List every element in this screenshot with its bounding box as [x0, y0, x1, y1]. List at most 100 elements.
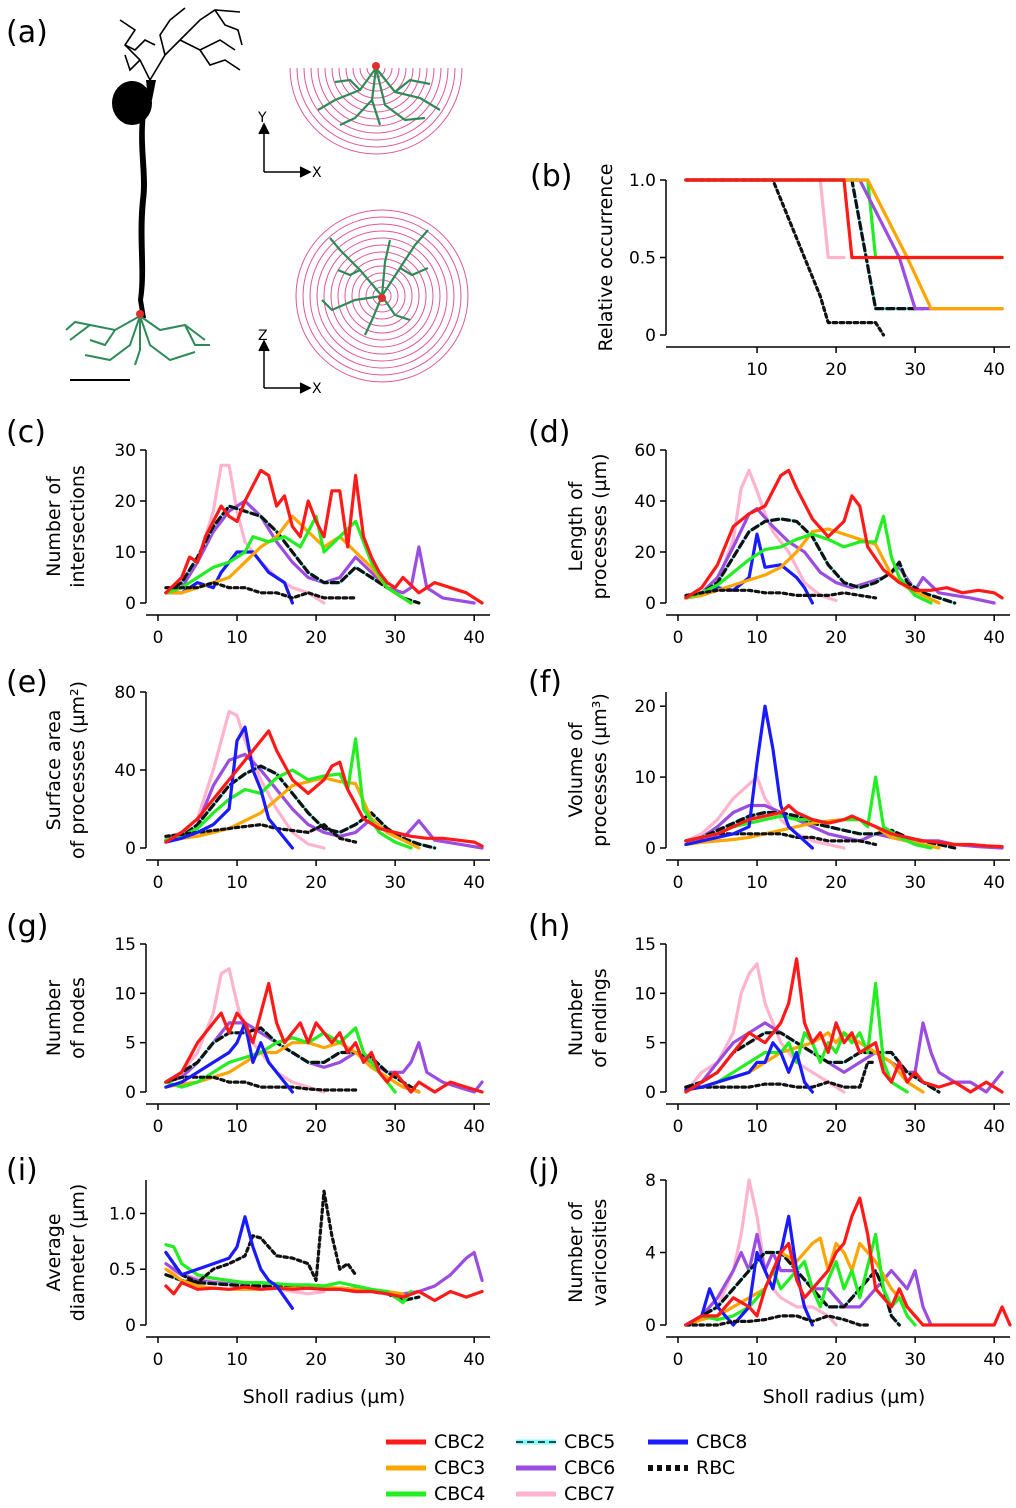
x-tick-label: 0 — [673, 628, 684, 648]
y-axis-label-line: Average — [43, 1213, 65, 1291]
axes-e: 0 10 20 30 40 0 40 80 — [114, 683, 490, 893]
x-tick-label: 10 — [746, 873, 768, 893]
series-cbc3 — [164, 776, 421, 850]
panel-label-i: (i) — [6, 1153, 38, 1188]
legend-label: CBC2 — [434, 1431, 485, 1453]
panel-label-e: (e) — [6, 665, 48, 700]
legend-item-cbc8: CBC8 — [648, 1431, 747, 1453]
axes-g: 0 10 20 30 40 0 5 10 15 — [114, 935, 490, 1137]
series-cbc2 — [684, 178, 1004, 260]
axes-j: 0 10 20 30 40 0 4 8 — [645, 1171, 1010, 1370]
y-axis-label: Length of processes (µm) — [565, 453, 611, 599]
panel-j: (j) 0 10 20 30 40 0 4 8 Number of varicosities Shol… — [528, 1153, 1012, 1408]
x-tick-label: 10 — [746, 628, 768, 648]
axes-d: 0 10 20 30 40 0 20 40 60 — [634, 441, 1010, 648]
series-rbc — [684, 588, 878, 600]
x-tick-label: 40 — [983, 360, 1005, 380]
neuron-soma-axon — [112, 80, 156, 318]
panel-a: (a) — [6, 7, 469, 397]
series-cbc7 — [684, 775, 846, 850]
legend-label: CBC3 — [434, 1457, 485, 1479]
y-axis-label-line: diameter (µm) — [67, 1184, 89, 1322]
series-cbc2 — [684, 957, 1004, 1094]
series-cbc2 — [164, 468, 484, 605]
x-tick-label: 10 — [226, 873, 248, 893]
x-tick-label: 40 — [463, 628, 485, 648]
y-tick-label: 0 — [125, 594, 136, 614]
x-axis-label: Sholl radius (µm) — [243, 1386, 406, 1408]
x-tick-label: 20 — [305, 1117, 327, 1137]
sholl-center-top — [372, 62, 380, 70]
y-axis-label: Relative occurrence — [595, 164, 617, 352]
y-axis-label-line: varicosities — [589, 1199, 611, 1307]
series-cbc4 — [164, 737, 413, 850]
x-tick-label: 0 — [673, 873, 684, 893]
series-rbc — [164, 581, 358, 600]
x-tick-label: 10 — [226, 1117, 248, 1137]
x-tick-label: 0 — [153, 1350, 164, 1370]
series-cbc5-dash — [684, 1250, 901, 1327]
x-tick-label: 0 — [673, 1117, 684, 1137]
y-tick-label: 10 — [114, 984, 136, 1004]
axes-c: 0 10 20 30 40 0 10 20 30 — [114, 441, 490, 648]
series-cbc8 — [684, 1041, 814, 1094]
series-cbc2 — [164, 981, 484, 1094]
x-tick-label: 20 — [825, 360, 847, 380]
x-tick-label: 10 — [746, 1117, 768, 1137]
series-cbc8 — [684, 704, 814, 850]
x-tick-label: 20 — [825, 1117, 847, 1137]
legend-label: CBC8 — [696, 1431, 747, 1453]
y-tick-label: 10 — [634, 984, 656, 1004]
x-tick-label: 20 — [305, 1350, 327, 1370]
panel-g: (g) 0 10 20 30 40 0 5 10 15 Number of nodes — [6, 909, 490, 1137]
y-tick-label: 1.0 — [629, 171, 656, 191]
sholl-axon-top — [317, 67, 441, 126]
series-cbc4 — [164, 514, 413, 605]
y-tick-label: 0 — [645, 594, 656, 614]
axes-h: 0 10 20 30 40 0 5 10 15 — [634, 935, 1010, 1137]
axis-x-letter-top: X — [312, 165, 322, 181]
panel-label-b: (b) — [530, 159, 572, 194]
panel-f: (f) 0 10 20 30 40 0 10 20 Volume of processes (µm³… — [528, 665, 1010, 893]
x-tick-label: 0 — [153, 1117, 164, 1137]
y-tick-label: 4 — [645, 1244, 656, 1264]
y-axis-label-line: Number — [565, 980, 587, 1057]
series-rbc — [684, 1060, 878, 1089]
axis-x-letter-bottom: X — [312, 381, 322, 397]
x-tick-label: 20 — [305, 873, 327, 893]
series-cbc7 — [164, 967, 326, 1094]
panel-label-f: (f) — [528, 665, 562, 700]
x-tick-label: 20 — [825, 628, 847, 648]
x-tick-label: 40 — [983, 1117, 1005, 1137]
legend: CBC2 CBC3 CBC4 CBC5 CBC6 CBC7 CBC8 RBC — [386, 1431, 747, 1505]
x-tick-label: 20 — [825, 1350, 847, 1370]
y-tick-label: 10 — [114, 543, 136, 563]
x-tick-label: 30 — [904, 628, 926, 648]
legend-item-cbc6: CBC6 — [516, 1457, 615, 1479]
axon-marker — [136, 310, 144, 318]
sholl-axon-bottom — [321, 229, 429, 336]
y-axis-label: Average diameter (µm) — [43, 1184, 89, 1322]
y-axis-label-line: of endings — [589, 968, 611, 1067]
series-cbc6 — [684, 507, 996, 605]
series-rbc — [164, 1075, 358, 1092]
y-tick-label: 0 — [645, 839, 656, 859]
legend-label: CBC5 — [564, 1431, 615, 1453]
y-tick-label: 10 — [634, 768, 656, 788]
legend-item-cbc4: CBC4 — [386, 1483, 485, 1505]
series-cbc8 — [164, 550, 294, 605]
x-tick-label: 40 — [463, 1350, 485, 1370]
panel-label-d: (d) — [528, 415, 570, 450]
panel-label-c: (c) — [6, 415, 46, 450]
x-tick-label: 0 — [673, 1350, 684, 1370]
y-axis-label-line: Length of — [565, 480, 587, 571]
series-cbc2 — [684, 468, 1004, 600]
series-cbc4 — [164, 1026, 397, 1094]
y-axis-label: Number of nodes — [43, 977, 89, 1059]
neuron-dendrites — [119, 7, 243, 81]
y-axis-label: Number of varicosities — [565, 1199, 611, 1307]
x-tick-label: 40 — [463, 873, 485, 893]
y-tick-label: 15 — [634, 935, 656, 955]
x-tick-label: 40 — [463, 1117, 485, 1137]
series-cbc2 — [684, 1196, 1012, 1327]
